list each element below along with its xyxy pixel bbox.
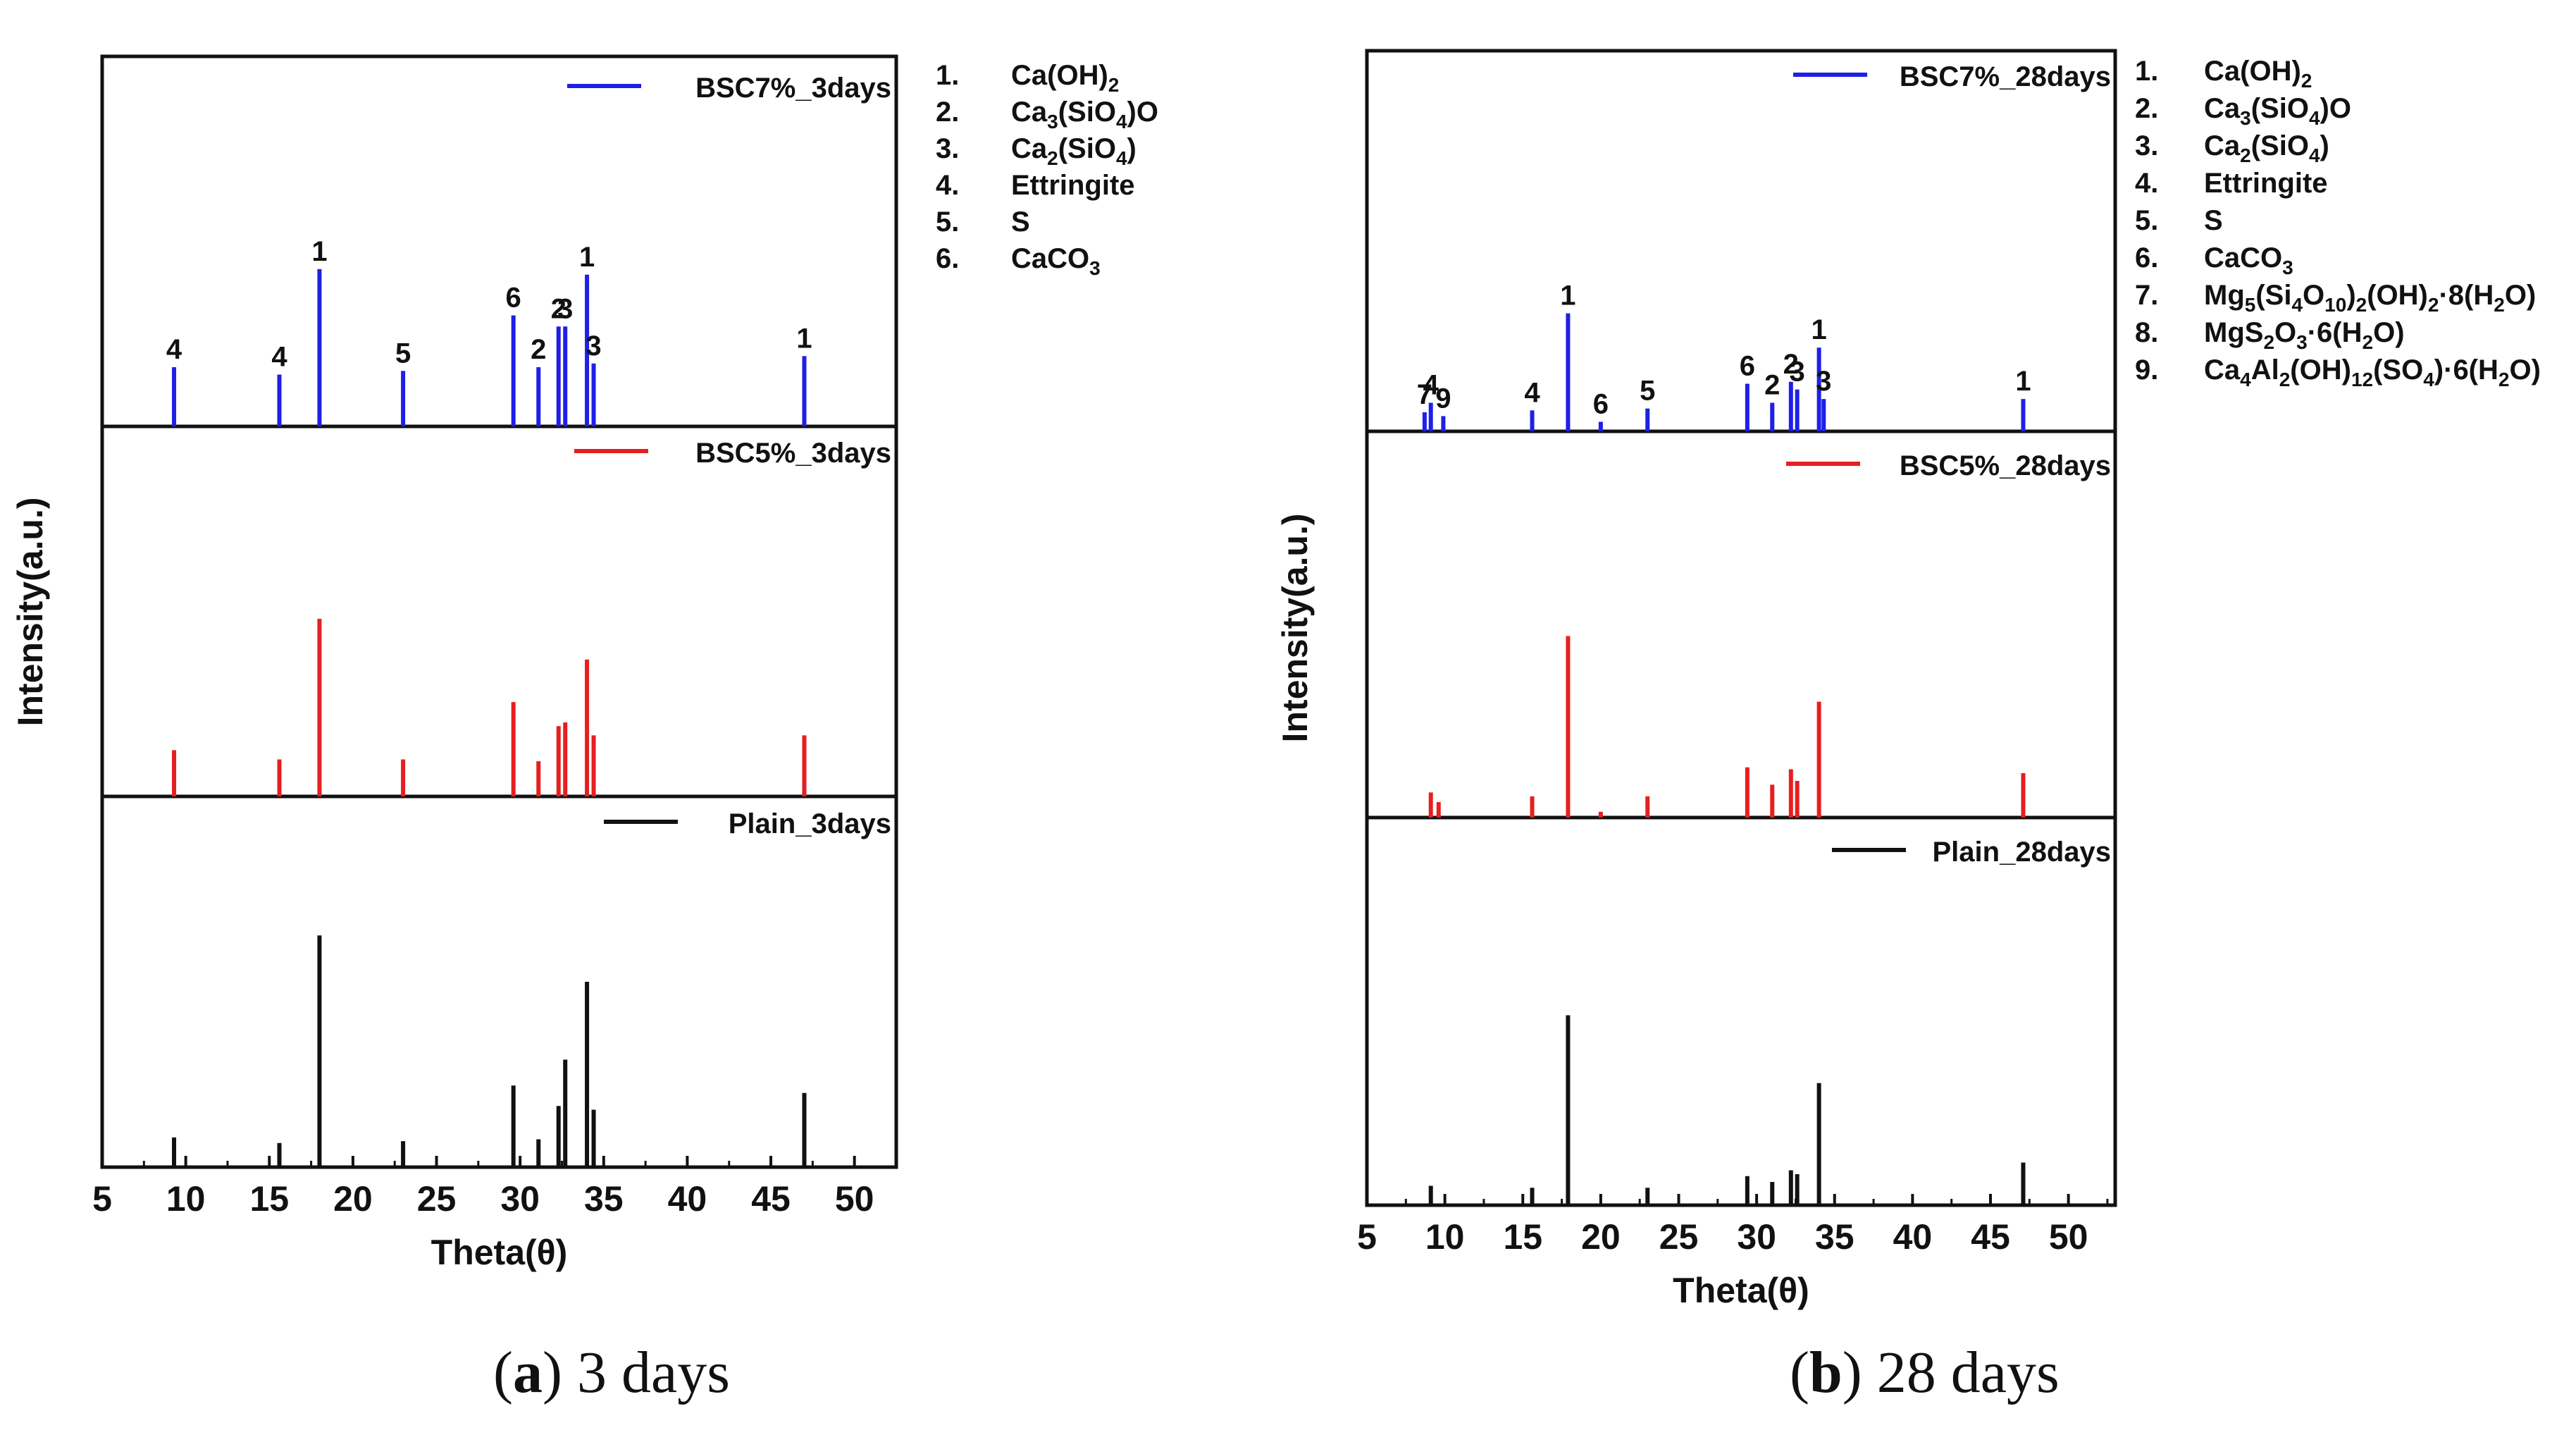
legend-label-2: BSC5%_28days (1900, 450, 2111, 481)
peak-label: 5 (1640, 376, 1655, 407)
phase-key-number: 2. (2135, 93, 2158, 124)
phase-key-number: 1. (936, 60, 959, 91)
peak-label: 1 (579, 242, 595, 273)
x-tick-label: 5 (1357, 1217, 1377, 1257)
peak-label: 6 (1593, 389, 1609, 420)
x-tick-label: 10 (1425, 1217, 1465, 1257)
peak-label: 4 (166, 334, 182, 365)
phase-key-formula: Ca(OH)2​ (2204, 56, 2312, 92)
phase-key-formula: Mg5​(Si4​O10​)2​(OH)2​·8(H2​O) (2204, 280, 2536, 316)
phase-key-formula: Ca3​(SiO4​)O (1011, 97, 1158, 133)
phase-key-formula: Ca(OH)2​ (1011, 60, 1119, 96)
x-tick-label: 20 (333, 1179, 373, 1219)
phase-key-number: 2. (936, 97, 959, 128)
x-tick-label: 50 (2049, 1217, 2088, 1257)
peak-label: 1 (1812, 314, 1827, 345)
peak-label: 1 (796, 323, 812, 354)
x-tick-label: 50 (835, 1179, 874, 1219)
phase-key-number: 9. (2135, 355, 2158, 386)
legend-label-1: BSC7%_28days (1900, 61, 2111, 92)
phase-key-formula: MgS2​O3​·6(H2​O) (2204, 317, 2405, 353)
peak-label: 3 (586, 331, 601, 362)
x-tick-label: 25 (1659, 1217, 1699, 1257)
y-axis-label: Intensity(a.u.) (11, 497, 50, 726)
phase-key-formula: Ca3​(SiO4​)O (2204, 93, 2351, 129)
peak-label: 6 (1740, 351, 1755, 382)
peak-label: 4 (271, 342, 287, 373)
peak-label: 2 (531, 334, 546, 365)
x-tick-label: 15 (249, 1179, 289, 1219)
peak-label: 1 (2015, 366, 2031, 397)
phase-key-number: 6. (936, 243, 959, 274)
phase-key-number: 3. (2135, 130, 2158, 161)
phase-key-number: 6. (2135, 242, 2158, 273)
peak-label: 1 (1560, 281, 1575, 312)
phase-key-formula: CaCO3​ (2204, 242, 2293, 278)
panel-a: 5 10 15 20 25 30 35 40 45 50Theta(θ)Intensity(a.u… (11, 54, 1158, 1272)
x-tick-label: 5 (92, 1179, 112, 1219)
phase-key-number: 1. (2135, 56, 2158, 87)
phase-key-number: 5. (936, 207, 959, 238)
peak-label: 3 (557, 293, 573, 324)
caption-a-text: 3 days (562, 1340, 730, 1405)
plot-frame (100, 54, 898, 1169)
peak-label: 2 (551, 293, 566, 324)
x-tick-label: 15 (1503, 1217, 1542, 1257)
legend-label-1: BSC7%_3days (695, 73, 891, 104)
phase-key-formula: S (2204, 205, 2223, 236)
legend-label-3: Plain_3days (729, 808, 891, 839)
peak-label: 2 (1783, 349, 1799, 380)
phase-key-formula: Ca4​Al2​(OH)12​(SO4​)·6(H2​O) (2204, 355, 2541, 390)
legend-label-3: Plain_28days (1933, 837, 2112, 868)
peak-label: 1 (311, 236, 327, 267)
x-tick-label: 25 (417, 1179, 457, 1219)
x-tick-label: 40 (1893, 1217, 1933, 1257)
caption-a-letter: a (513, 1340, 543, 1405)
phase-key-number: 7. (2135, 280, 2158, 311)
peak-label: 4 (1524, 377, 1540, 408)
phase-key-formula: S (1011, 207, 1030, 238)
caption-b: (b) 28 days (1790, 1340, 2060, 1405)
x-tick-label: 30 (1737, 1217, 1776, 1257)
caption-b-text: 28 days (1862, 1340, 2060, 1405)
peak-label: 4 (1423, 370, 1439, 401)
peak-label: 5 (395, 338, 411, 369)
x-axis-label: Theta(θ) (431, 1233, 568, 1272)
peak-label: 6 (506, 283, 521, 314)
y-axis-label: Intensity(a.u.) (1275, 513, 1315, 742)
phase-key-number: 5. (2135, 205, 2158, 236)
x-tick-label: 45 (751, 1179, 791, 1219)
phase-key-number: 4. (2135, 168, 2158, 199)
peak-label: 2 (1764, 370, 1780, 401)
phase-key-number: 3. (936, 133, 959, 164)
phase-key-formula: CaCO3​ (1011, 243, 1101, 279)
x-tick-label: 30 (500, 1179, 540, 1219)
caption-b-letter: b (1809, 1340, 1843, 1405)
peak-label: 3 (1790, 357, 1805, 388)
caption-a: (a) 3 days (493, 1340, 730, 1405)
x-tick-label: 35 (584, 1179, 624, 1219)
phase-key-formula: Ca2​(SiO4​) (1011, 133, 1137, 169)
phase-key-formula: Ca2​(SiO4​) (2204, 130, 2329, 166)
peak-label: 9 (1435, 383, 1451, 414)
plot-frame (1365, 49, 2117, 1207)
peak-label: 3 (1816, 366, 1831, 397)
legend-label-2: BSC5%_3days (695, 438, 891, 469)
phase-key-number: 4. (936, 170, 959, 201)
x-tick-label: 35 (1815, 1217, 1854, 1257)
phase-key-number: 8. (2135, 317, 2158, 348)
phase-key-formula: Ettringite (2204, 168, 2328, 199)
panel-b: 5 10 15 20 25 30 35 40 45 50Theta(θ)Intensity(a.u… (1275, 49, 2541, 1310)
x-tick-label: 40 (668, 1179, 707, 1219)
x-tick-label: 20 (1581, 1217, 1621, 1257)
phase-key-formula: Ettringite (1011, 170, 1135, 201)
x-axis-label: Theta(θ) (1673, 1271, 1809, 1310)
x-tick-label: 10 (166, 1179, 206, 1219)
peak-label: 7 (1417, 379, 1432, 410)
x-tick-label: 45 (1971, 1217, 2010, 1257)
